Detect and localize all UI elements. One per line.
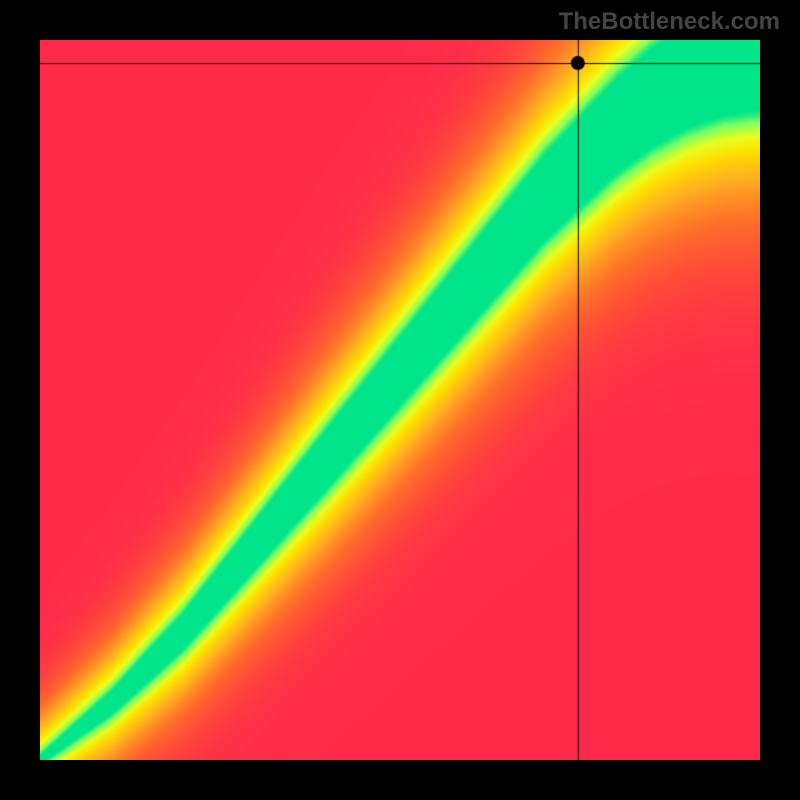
watermark-text: TheBottleneck.com [559, 8, 780, 36]
plot-area [40, 40, 760, 760]
heatmap-canvas [40, 40, 760, 760]
chart-container: TheBottleneck.com [0, 0, 800, 800]
